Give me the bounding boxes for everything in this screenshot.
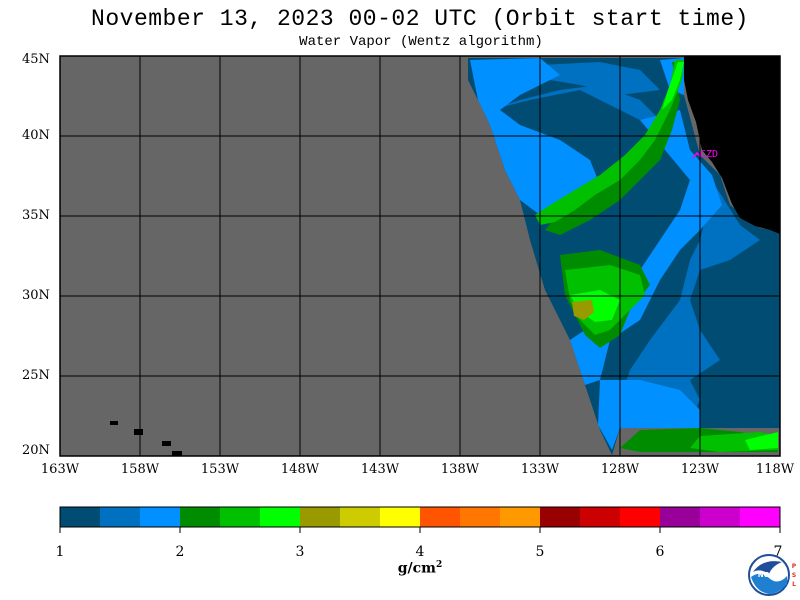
colorbar-swatch: [140, 507, 180, 527]
svg-text:CZD: CZD: [700, 149, 718, 160]
colorbar-swatch: [500, 507, 540, 527]
lon-label-138w: 138W: [440, 462, 480, 477]
colorbar: [59, 506, 781, 533]
psl-letter-p: P: [792, 563, 797, 570]
map-title: November 13, 2023 00-02 UTC (Orbit start…: [91, 6, 749, 32]
colorbar-label-3: 3: [295, 544, 305, 560]
colorbar-swatch: [300, 507, 340, 527]
colorbar-swatch: [60, 507, 100, 527]
lon-label-163w: 163W: [40, 462, 80, 477]
lon-label-148w: 148W: [280, 462, 320, 477]
map-subtitle: Water Vapor (Wentz algorithm): [299, 34, 543, 50]
lon-label-128w: 128W: [600, 462, 640, 477]
lon-label-158w: 158W: [120, 462, 160, 477]
svg-text:NOAA: NOAA: [758, 571, 781, 579]
lon-label-153w: 153W: [200, 462, 240, 477]
colorbar-swatch: [460, 507, 500, 527]
colorbar-swatch: [620, 507, 660, 527]
colorbar-swatch: [340, 507, 380, 527]
colorbar-swatch: [740, 507, 780, 527]
colorbar-swatch: [220, 507, 260, 527]
colorbar-label-2: 2: [175, 544, 185, 560]
colorbar-swatch: [580, 507, 620, 527]
psl-letter-s: S: [792, 572, 796, 579]
noaa-logo: NOAA P S L: [748, 554, 797, 596]
colorbar-label-1: 1: [55, 544, 65, 560]
colorbar-swatch: [700, 507, 740, 527]
colorbar-swatch: [180, 507, 220, 527]
lat-label-35n: 35N: [22, 208, 50, 223]
colorbar-label-4: 4: [415, 544, 425, 560]
land-area: [684, 56, 780, 234]
lat-label-25n: 25N: [22, 368, 50, 383]
colorbar-swatch: [420, 507, 460, 527]
colorbar-label-5: 5: [535, 544, 545, 560]
colorbar-swatch: [260, 507, 300, 527]
data-swath: [468, 58, 780, 455]
colorbar-swatch: [100, 507, 140, 527]
colorbar-unit-label: g/cm2: [397, 560, 443, 577]
colorbar-label-7: 7: [773, 544, 783, 560]
lon-label-123w: 123W: [680, 462, 720, 477]
colorbar-swatch: [540, 507, 580, 527]
lat-label-40n: 40N: [22, 128, 50, 143]
lon-label-143w: 143W: [360, 462, 400, 477]
colorbar-label-6: 6: [655, 544, 665, 560]
lat-label-30n: 30N: [22, 288, 50, 303]
grid-lines: [60, 56, 780, 456]
lat-label-20n: 20N: [22, 443, 50, 458]
colorbar-swatch: [660, 507, 700, 527]
map-frame: [59, 55, 781, 457]
hawaiian-islands: [110, 421, 182, 456]
lon-label-118w: 118W: [755, 462, 795, 477]
lon-label-133w: 133W: [520, 462, 560, 477]
lat-label-45n: 45N: [22, 52, 50, 67]
colorbar-swatch: [380, 507, 420, 527]
psl-letter-l: L: [792, 581, 796, 588]
